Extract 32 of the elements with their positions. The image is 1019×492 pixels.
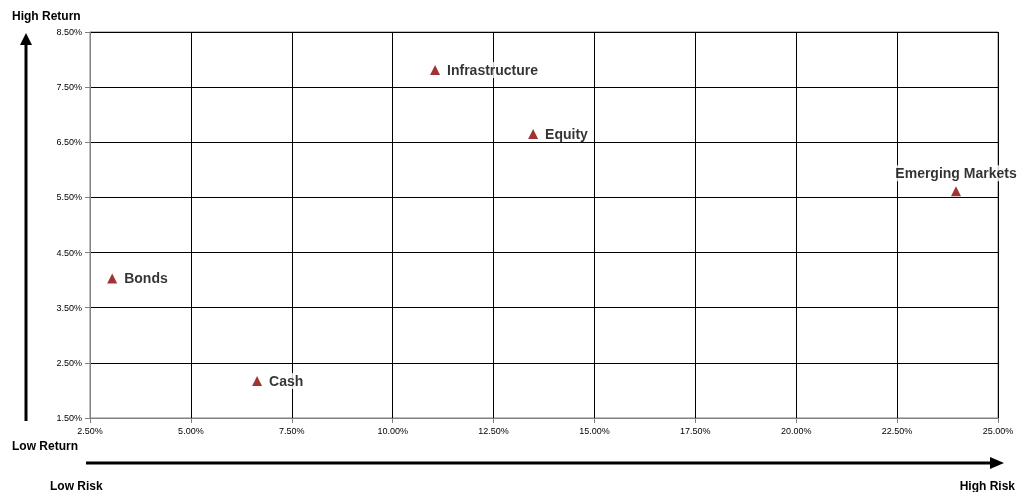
x-tick-label: 15.00% <box>579 425 610 436</box>
point <box>252 376 263 387</box>
y-tick-label: 6.50% <box>56 137 82 148</box>
series-label: Emerging Markets <box>895 165 1017 182</box>
x-tick-label: 7.50% <box>279 425 305 436</box>
x-tick-label: 20.00% <box>780 425 812 436</box>
text: Low Return <box>12 439 78 453</box>
x-tick-label: 12.50% <box>478 425 509 436</box>
x-tick-label: 10.00% <box>377 425 408 436</box>
y-tick-label: 8.50% <box>56 27 82 37</box>
x-tick-label: 25.00% <box>982 425 1014 436</box>
point <box>107 273 118 284</box>
text: Low Risk <box>50 479 103 492</box>
series-label: Infrastructure <box>447 62 539 79</box>
y-tick-label: 5.50% <box>56 192 82 203</box>
y-tick-label: 4.50% <box>56 247 82 258</box>
y-tick-label: 2.50% <box>56 357 82 368</box>
x-tick-label: 5.00% <box>178 425 204 436</box>
series-label: Bonds <box>124 270 168 287</box>
x-tick-label: 2.50% <box>77 425 103 436</box>
y-tick-label: 7.50% <box>56 82 82 93</box>
text: High Risk <box>959 479 1016 492</box>
x-tick-label: 17.50% <box>680 425 711 436</box>
series-label: Cash <box>269 373 304 390</box>
point <box>528 129 539 140</box>
x-tick-label: 22.50% <box>881 425 913 436</box>
y-tick-label: 3.50% <box>56 302 82 313</box>
point <box>430 65 441 76</box>
point <box>951 186 962 197</box>
y-tick-label: 1.50% <box>56 413 82 423</box>
series-label: Equity <box>545 126 589 143</box>
text: High Return <box>12 9 81 23</box>
